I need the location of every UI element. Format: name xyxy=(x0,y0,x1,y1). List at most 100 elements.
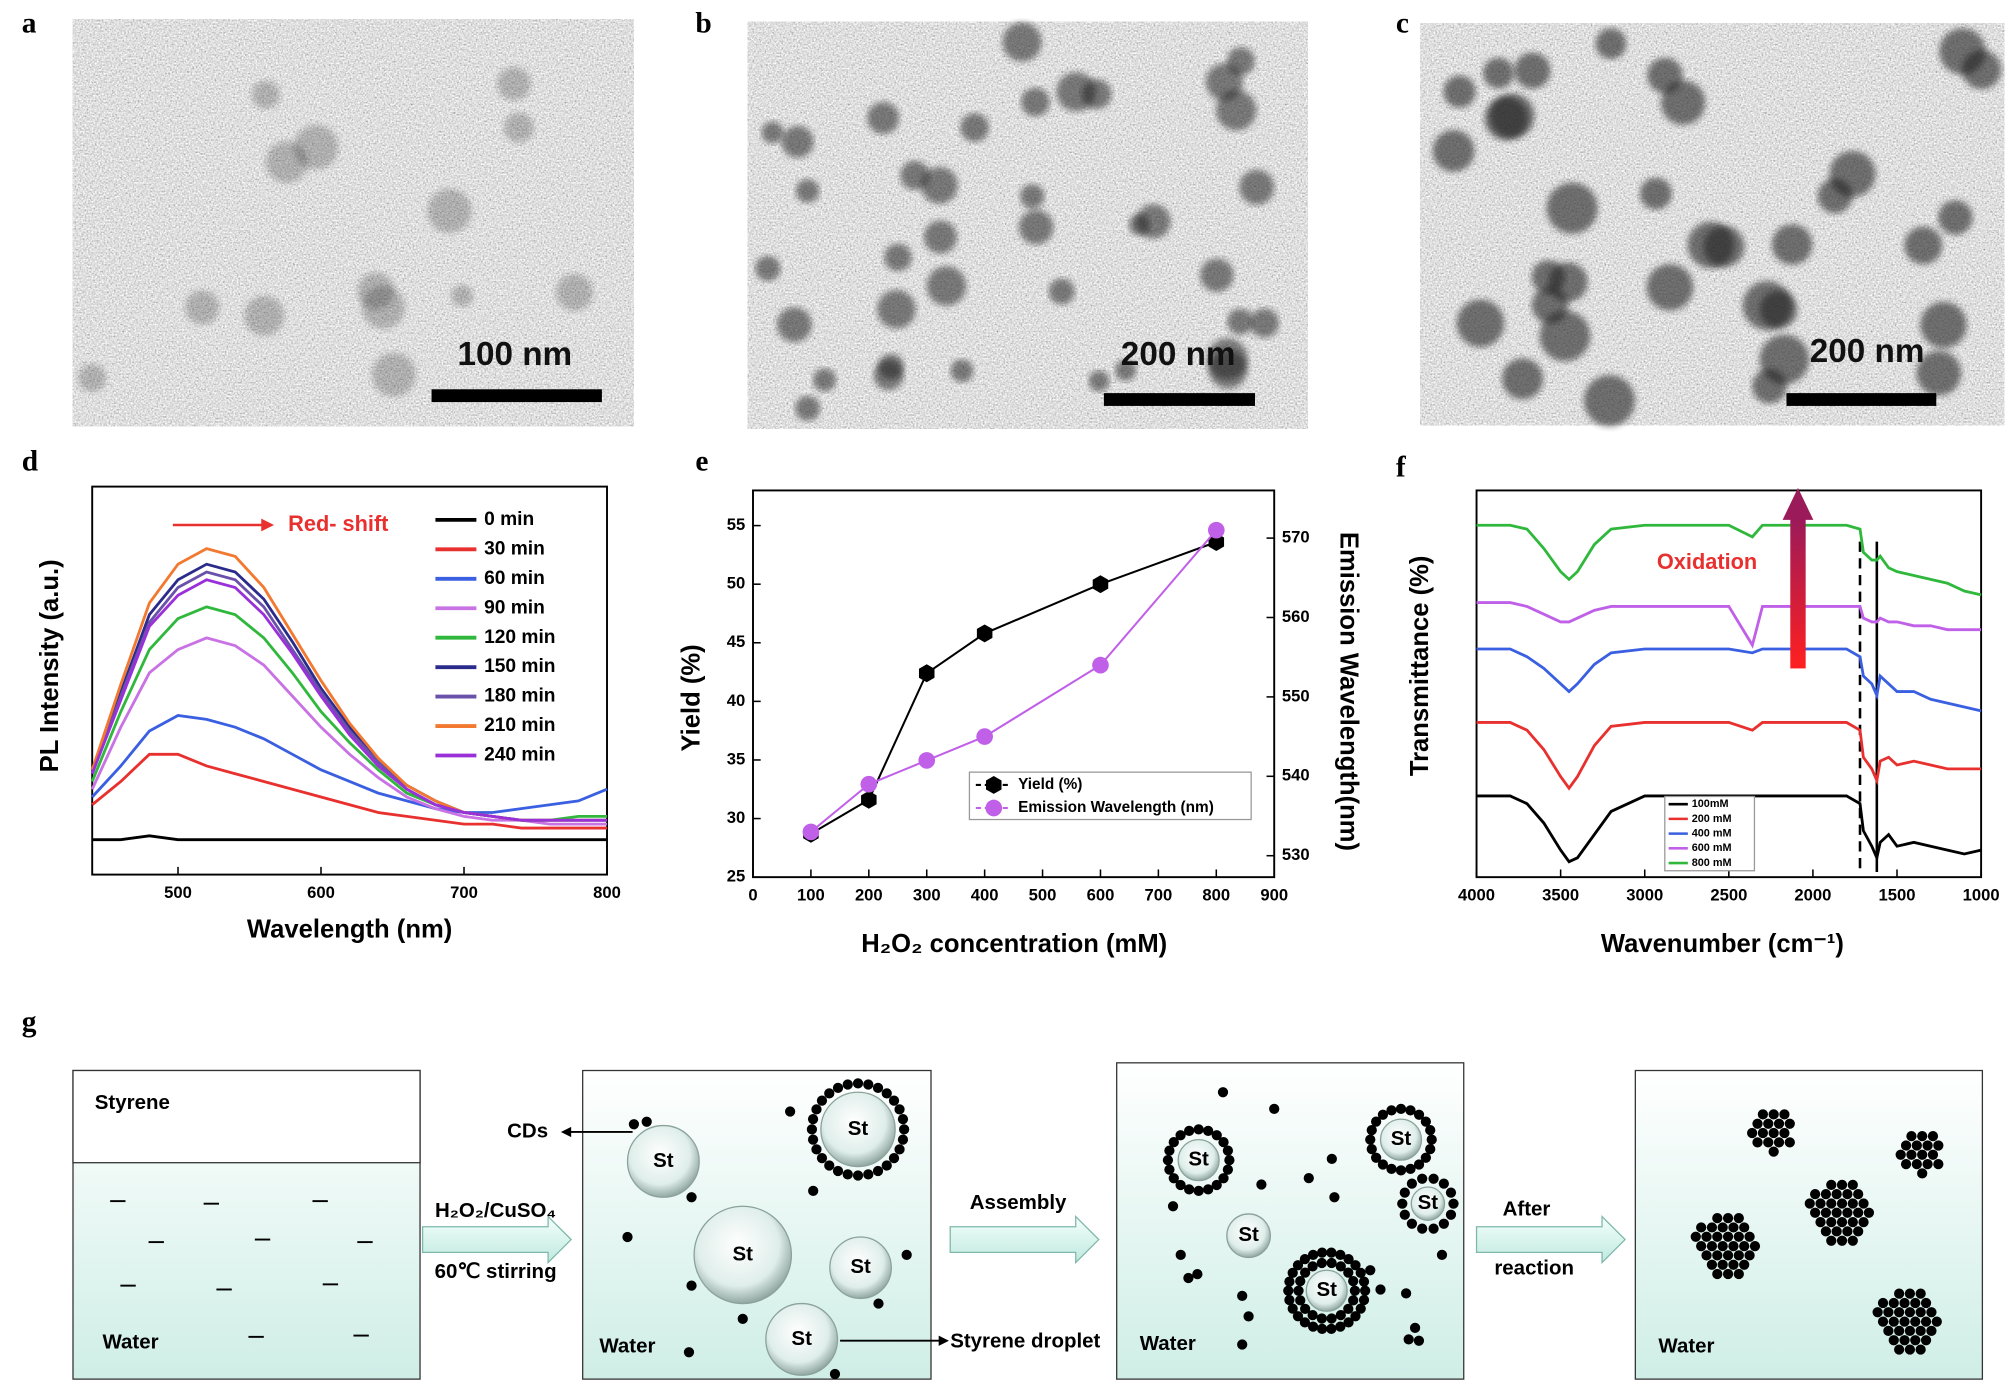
carbon-dot xyxy=(1287,1303,1298,1314)
marker xyxy=(976,624,993,643)
water-label: Water xyxy=(1658,1335,1714,1358)
carbon-dot xyxy=(1931,1316,1942,1327)
carbon-dot xyxy=(1343,1317,1354,1328)
x-tick-label: 1500 xyxy=(1879,886,1916,905)
particle xyxy=(877,290,916,329)
particle xyxy=(1432,130,1475,172)
carbon-dot xyxy=(1438,1178,1449,1189)
carbon-dot xyxy=(1712,1231,1723,1242)
carbon-dot xyxy=(1722,1250,1734,1261)
carbon-dot xyxy=(1203,1184,1214,1195)
particle xyxy=(1128,214,1150,236)
carbon-dot xyxy=(1910,1316,1921,1327)
carbon-dot xyxy=(1927,1149,1939,1160)
annotation-arrowhead xyxy=(1782,487,1814,520)
carbon-dot xyxy=(1445,1187,1457,1198)
legend-label: 0 min xyxy=(484,509,534,530)
particle xyxy=(1002,22,1042,62)
carbon-dot xyxy=(1920,1335,1932,1346)
carbon-dot xyxy=(1701,1231,1712,1242)
carbon-dot xyxy=(1784,1137,1795,1148)
carbon-dot xyxy=(1175,1249,1186,1261)
series-line xyxy=(92,834,608,842)
carbon-dot xyxy=(881,1160,892,1171)
carbon-dot xyxy=(1366,1144,1377,1155)
legend-label: 100mM xyxy=(1692,798,1729,810)
carbon-dot xyxy=(686,1280,697,1291)
step-arrow xyxy=(1475,1214,1627,1265)
particle xyxy=(1916,350,1962,396)
carbon-dot xyxy=(1752,1137,1763,1148)
carbon-dot xyxy=(1717,1259,1728,1270)
y-tick-label: 45 xyxy=(727,632,746,651)
step-label: 60℃ stirring xyxy=(435,1260,557,1283)
carbon-dot xyxy=(1371,1152,1382,1163)
scale-bar xyxy=(1103,393,1255,406)
particle xyxy=(497,66,531,101)
carbon-dot xyxy=(1365,1134,1376,1145)
particle xyxy=(1018,209,1054,245)
droplet-label: St xyxy=(791,1327,812,1350)
carbon-dot xyxy=(1733,1250,1744,1261)
particle xyxy=(1088,370,1110,392)
particle xyxy=(1114,359,1137,381)
legend-label: 240 min xyxy=(484,745,555,766)
legend-label: 120 min xyxy=(484,627,555,648)
carbon-dot xyxy=(898,1124,910,1135)
particle xyxy=(1742,280,1792,331)
marker xyxy=(802,823,820,841)
panel-label: b xyxy=(695,7,711,39)
carbon-dot xyxy=(1307,1261,1318,1272)
particle xyxy=(1482,57,1514,89)
carbon-dot xyxy=(1904,1307,1916,1318)
carbon-dot xyxy=(1386,1163,1397,1175)
carbon-dot xyxy=(1933,1140,1944,1151)
scale-bar xyxy=(1786,393,1937,406)
x-tick-label: 400 xyxy=(971,886,999,905)
carbon-dot xyxy=(1211,1130,1222,1141)
carbon-dot xyxy=(686,1192,697,1203)
particle xyxy=(812,368,837,392)
y-axis-label: Transmittance (%) xyxy=(1406,556,1434,777)
carbon-dot xyxy=(1217,1087,1229,1098)
carbon-dot xyxy=(811,1144,822,1155)
carbon-dot xyxy=(1733,1231,1744,1242)
carbon-dot xyxy=(1355,1303,1366,1314)
y-axis-label: Yield (%) xyxy=(678,644,706,751)
marker xyxy=(985,799,1003,817)
panel-label: g xyxy=(22,1006,37,1038)
chart: 4000 3500 3000 2500 2000 1500 1000 Wavenumber (… xyxy=(1406,487,2000,958)
plot-frame xyxy=(752,489,1276,879)
particle xyxy=(503,112,534,143)
carbon-dot xyxy=(1350,1311,1361,1322)
x-tick-label: 600 xyxy=(307,883,335,902)
droplet-label: St xyxy=(850,1255,871,1278)
carbon-dot xyxy=(1295,1295,1306,1306)
carbon-dot xyxy=(1712,1250,1723,1261)
plot-frame xyxy=(91,485,608,876)
carbon-dot xyxy=(737,1313,748,1325)
carbon-dot xyxy=(1728,1222,1739,1233)
particle xyxy=(878,353,904,379)
carbon-dot xyxy=(1820,1207,1832,1218)
carbon-dot xyxy=(1810,1189,1821,1200)
step-arrow xyxy=(421,1214,573,1265)
carbon-dot xyxy=(1395,1103,1407,1115)
carbon-dot xyxy=(1917,1131,1928,1142)
annotation-arrowhead xyxy=(261,518,275,532)
series-line xyxy=(90,578,608,822)
marker xyxy=(1207,521,1225,539)
particle xyxy=(1938,200,1973,235)
carbon-dot xyxy=(1757,1127,1769,1139)
carbon-dot xyxy=(1853,1189,1864,1200)
x-tick-label: 2000 xyxy=(1794,886,1831,905)
carbon-dot xyxy=(829,1368,841,1380)
series-line xyxy=(1476,647,1982,713)
carbon-dot xyxy=(1299,1317,1311,1328)
carbon-dot xyxy=(1316,1313,1327,1324)
carbon-dot xyxy=(1826,1235,1837,1246)
particle xyxy=(1904,226,1943,265)
carbon-dot xyxy=(1820,1189,1832,1200)
y-axis-label: PL Intensity (a.u.) xyxy=(36,559,64,772)
carbon-dot xyxy=(1831,1189,1842,1200)
